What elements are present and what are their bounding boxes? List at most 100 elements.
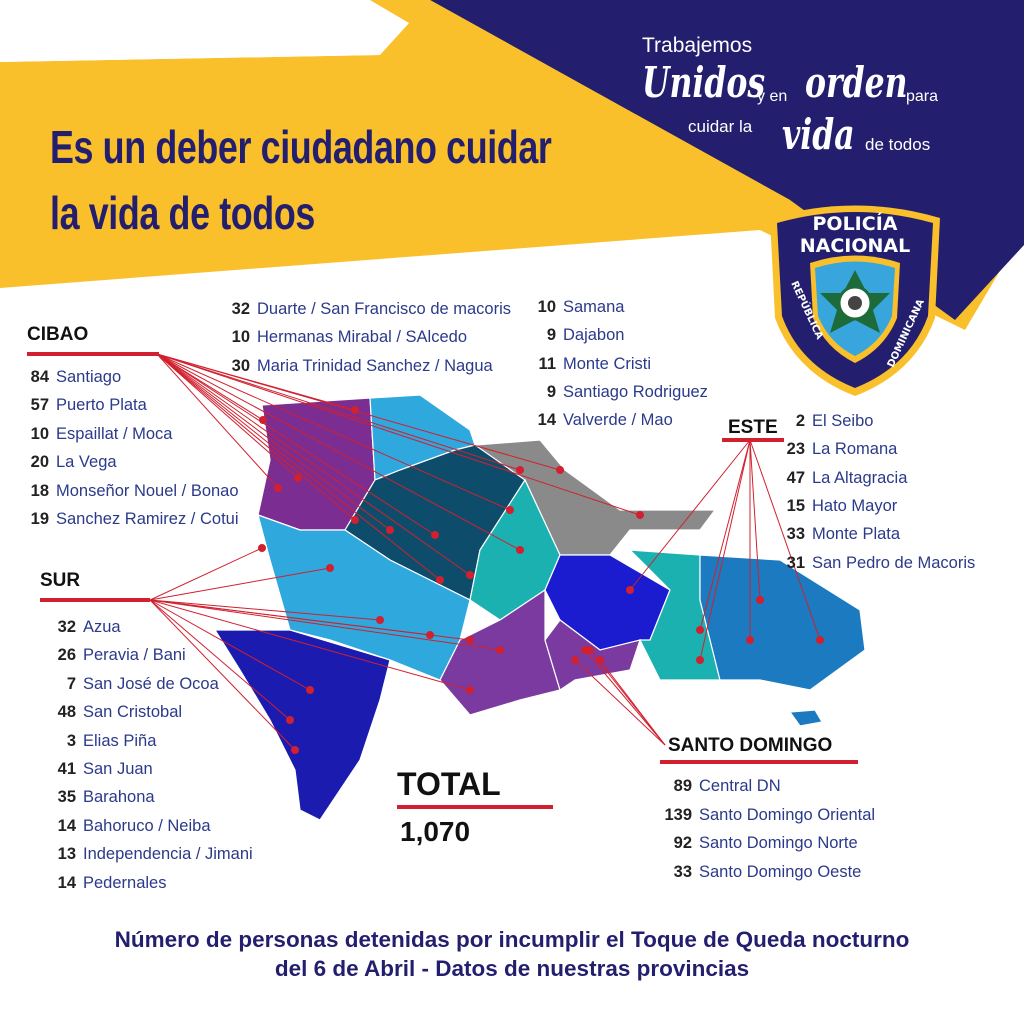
- svg-text:POLICÍA: POLICÍA: [813, 212, 898, 235]
- pointer-arrowhead: [626, 586, 634, 594]
- pointer-arrowhead: [696, 656, 704, 664]
- slogan-unidos: Unidos: [642, 58, 766, 107]
- province-name: Puerto Plata: [56, 396, 147, 415]
- pointer-line: [749, 439, 761, 601]
- detained-count: 32: [57, 618, 76, 636]
- province-name: Dajabon: [563, 326, 625, 345]
- detained-count: 48: [57, 703, 76, 722]
- pointer-line: [574, 659, 666, 746]
- total-underline: [397, 805, 553, 809]
- list-item: 33 Santo Domingo Oeste: [660, 862, 862, 882]
- list-item: 47 La Altagracia: [785, 469, 908, 488]
- detained-count: 14: [57, 816, 76, 835]
- slogan-trabajemos: Trabajemos: [642, 34, 753, 57]
- pointer-line: [599, 659, 666, 746]
- pointer-line: [149, 599, 296, 751]
- pointer-arrowhead: [636, 511, 644, 519]
- province-name: Central DN: [699, 777, 781, 795]
- detained-count: 14: [537, 411, 556, 430]
- pointer-line: [699, 439, 751, 631]
- pointer-arrowhead: [756, 596, 764, 604]
- list-item: 32 Azua: [50, 618, 121, 637]
- detained-count: 3: [66, 731, 76, 750]
- sur-underline: [40, 598, 150, 602]
- pointer-arrowhead: [571, 656, 579, 664]
- pointer-line: [749, 439, 821, 641]
- detained-count: 89: [673, 777, 692, 795]
- province-name: Santiago Rodriguez: [563, 382, 708, 401]
- pointer-arrowhead: [466, 571, 474, 579]
- pointer-line: [699, 439, 751, 661]
- list-item: 31 San Pedro de Macoris: [785, 554, 976, 573]
- list-item: 33 Monte Plata: [785, 525, 900, 544]
- pointer-arrowhead: [286, 716, 294, 724]
- este-underline: [722, 438, 784, 442]
- pointer-line: [149, 599, 291, 721]
- pointer-arrowhead: [386, 526, 394, 534]
- province-name: Azua: [83, 618, 121, 636]
- detained-count: 33: [673, 862, 692, 881]
- pointer-line: [156, 353, 299, 479]
- province-name: Barahona: [83, 788, 155, 807]
- list-item: 48 San Cristobal: [50, 703, 182, 722]
- detained-count: 2: [795, 412, 805, 430]
- region-title-santo-domingo: SANTO DOMINGO: [668, 735, 833, 756]
- list-item: 57 Puerto Plata: [27, 396, 147, 415]
- pointer-arrowhead: [516, 546, 524, 554]
- pointer-line: [156, 353, 391, 531]
- saona-island: [788, 709, 823, 727]
- list-item: 19 Sanchez Ramirez / Cotui: [27, 510, 239, 529]
- pointer-line: [156, 353, 521, 471]
- list-item: 9 Dajabon: [532, 326, 625, 345]
- province-name: Santo Domingo Oeste: [699, 862, 862, 881]
- province-name: Hato Mayor: [812, 496, 898, 515]
- pointer-arrowhead: [516, 466, 524, 474]
- pointer-line: [149, 599, 471, 691]
- list-item: 10 Samana: [532, 298, 625, 317]
- detained-count: 41: [57, 760, 76, 778]
- detained-count: 84: [30, 368, 49, 386]
- pointer-line: [156, 353, 561, 471]
- list-item: 14 Valverde / Mao: [532, 411, 673, 430]
- list-item: 23 La Romana: [785, 440, 898, 459]
- list-item: 10 Espaillat / Moca: [27, 425, 173, 444]
- detained-count: 11: [538, 354, 556, 373]
- pointer-arrowhead: [351, 516, 359, 524]
- pointer-arrowhead: [581, 646, 589, 654]
- pointer-arrowhead: [556, 466, 564, 474]
- list-item: 14 Pedernales: [50, 874, 167, 893]
- slogan-para: para: [906, 88, 939, 105]
- pointer-arrowhead: [506, 506, 514, 514]
- province-name: Santiago: [56, 368, 122, 386]
- province-name: Santo Domingo Norte: [699, 834, 858, 853]
- list-item: 139 Santo Domingo Oriental: [660, 806, 875, 825]
- detained-count: 13: [57, 845, 76, 864]
- list-item: 2 El Seibo: [785, 412, 874, 431]
- pointer-line: [149, 599, 501, 651]
- slogan-y-en: y en: [757, 88, 788, 105]
- total-value: 1,070: [400, 816, 471, 847]
- province-name: Sanchez Ramirez / Cotui: [56, 510, 239, 528]
- list-item: 7 San José de Ocoa: [50, 675, 219, 694]
- list-item: 84 Santiago: [27, 368, 122, 387]
- pointer-line: [149, 599, 311, 691]
- detained-count: 33: [786, 525, 805, 544]
- list-item: 9 Santiago Rodriguez: [532, 383, 708, 402]
- pointer-line: [156, 353, 521, 551]
- pointer-line: [149, 547, 263, 601]
- province-name: San Cristobal: [83, 703, 183, 722]
- pointer-arrowhead: [816, 636, 824, 644]
- region-title-sur: SUR: [40, 570, 81, 591]
- pointer-arrowhead: [431, 531, 439, 539]
- province-name: Bahoruco / Neiba: [83, 816, 211, 835]
- cibao-underline: [27, 352, 159, 356]
- list-item: 89 Central DN: [660, 777, 781, 796]
- slogan-de-todos: de todos: [865, 135, 931, 154]
- pointer-arrowhead: [291, 746, 299, 754]
- pointer-arrowhead: [466, 636, 474, 644]
- detained-count: 57: [30, 396, 49, 415]
- list-item: 26 Peravia / Bani: [50, 646, 186, 665]
- detained-count: 26: [57, 646, 76, 665]
- list-item: 92 Santo Domingo Norte: [660, 834, 858, 853]
- province-name: La Romana: [812, 440, 898, 459]
